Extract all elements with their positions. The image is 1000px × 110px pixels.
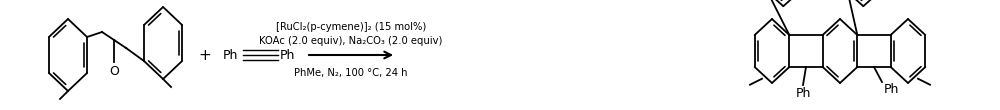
Text: Ph: Ph <box>223 49 238 61</box>
Text: Ph: Ph <box>884 83 899 96</box>
Text: KOAc (2.0 equiv), Na₂CO₃ (2.0 equiv): KOAc (2.0 equiv), Na₂CO₃ (2.0 equiv) <box>259 36 443 46</box>
Text: +: + <box>199 48 211 62</box>
Text: O: O <box>109 65 119 78</box>
Text: PhMe, N₂, 100 °C, 24 h: PhMe, N₂, 100 °C, 24 h <box>294 68 408 78</box>
Text: Ph: Ph <box>280 49 295 61</box>
Text: [RuCl₂(p-cymene)]₂ (15 mol%): [RuCl₂(p-cymene)]₂ (15 mol%) <box>276 22 426 32</box>
Text: Ph: Ph <box>795 87 811 100</box>
